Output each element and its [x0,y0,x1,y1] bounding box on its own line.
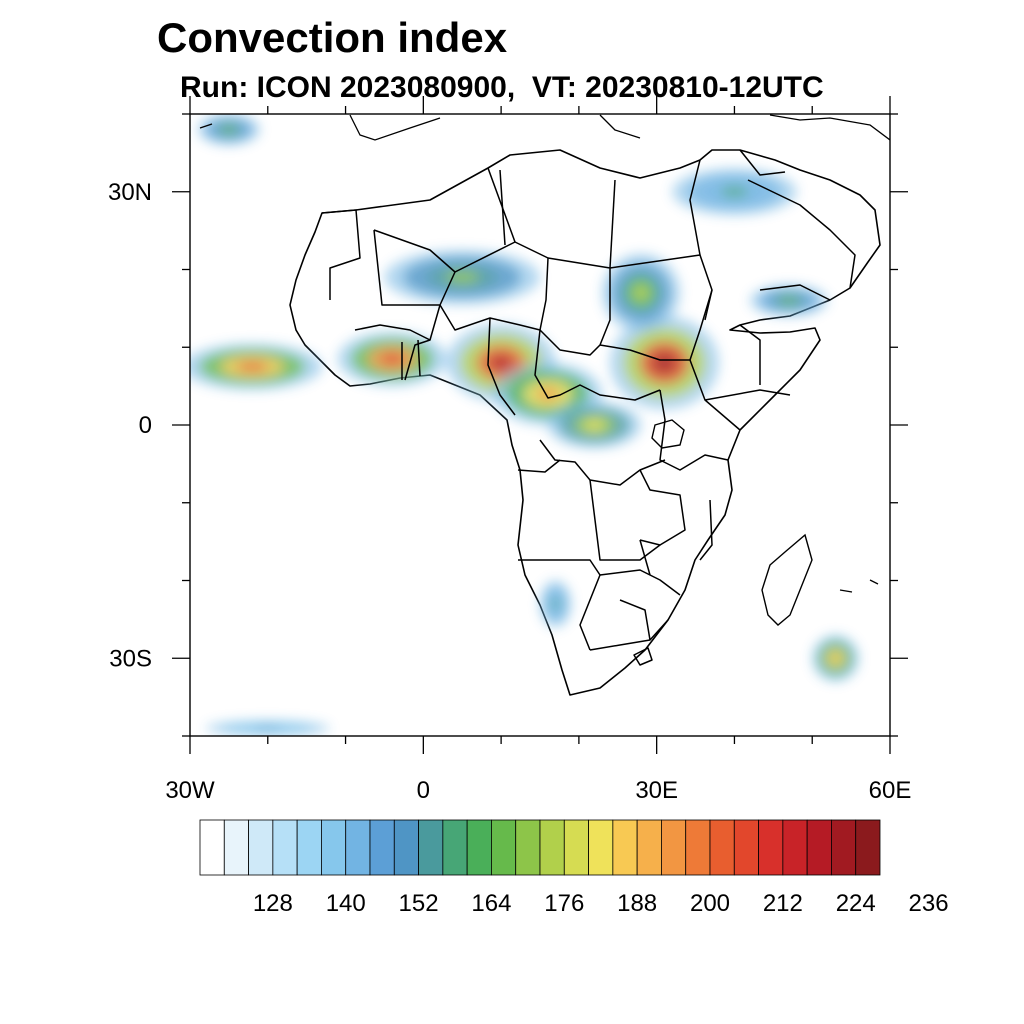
field-mediterranean-3 [720,186,749,197]
field-sudan-north-3 [632,284,650,302]
colorbar-swatch [733,819,759,876]
colorbar-tick-label: 164 [471,890,511,917]
colorbar-swatch [636,819,662,876]
field-namibia-3 [552,598,559,609]
colorbar-swatch [321,819,347,876]
field-south-sudan-ethiopia-3 [652,352,677,374]
colorbar-swatch [855,819,881,876]
colorbar-swatch [369,819,395,876]
colorbar-swatch [248,819,274,876]
colorbar-tick-label: 152 [399,890,439,917]
field-south-atlantic-3 [254,726,282,730]
colorbar-swatch [831,819,857,876]
colorbar: 128 140 152 164 176 188 200 212 224 236 [199,819,949,917]
colorbar-swatch [272,819,298,876]
colorbar-swatch [539,819,565,876]
colorbar-swatch [442,819,468,876]
field-arabia-3 [780,297,798,305]
colorbar-swatch [515,819,541,876]
colorbar-swatch [393,819,419,876]
colorbar-swatch [491,819,517,876]
colorbar-swatch [199,819,225,876]
colorbar-swatch [345,819,371,876]
colorbar-tick-label: 188 [617,890,657,917]
field-north-atlantic-3 [222,126,236,133]
coastline-fragments [199,114,890,593]
field-congo-basin-3 [584,419,605,431]
colorbar-swatch [758,819,784,876]
x-tick-label: 0 [417,777,430,804]
colorbar-tick-label: 236 [909,890,949,917]
colorbar-swatch [223,819,249,876]
convection-field [190,114,859,736]
colorbar-swatch [661,819,687,876]
colorbar-swatch [782,819,808,876]
colorbar-tick-label: 176 [544,890,584,917]
colorbar-tick-label: 200 [690,890,730,917]
colorbar-swatch [418,819,444,876]
x-tick-label: 30E [635,777,678,804]
country-borders [321,149,856,666]
colorbar-tick-label: 212 [763,890,803,917]
y-tick-label: 30S [109,645,152,672]
colorbar-tick-label: 140 [326,890,366,917]
x-tick-label: 60E [869,777,912,804]
y-tick-label: 30N [108,179,152,206]
colorbar-swatch [806,819,832,876]
map-ticks [172,96,908,754]
field-nigeria-chad-3 [489,354,514,372]
lake-victoria [651,419,685,449]
y-tick-label: 0 [139,412,152,439]
x-tick-label: 30W [165,777,215,804]
chart-title: Convection index [157,14,508,61]
field-west-africa-3 [380,352,405,365]
colorbar-tick-label: 224 [836,890,876,917]
colorbar-swatch [466,819,492,876]
colorbar-swatch [709,819,735,876]
colorbar-swatch [612,819,638,876]
field-itcz-atlantic-3 [236,361,268,372]
colorbar-swatch [296,819,322,876]
colorbar-tick-label: 128 [253,890,293,917]
field-madagascar-east-3 [830,653,841,664]
run-subtitle: Run: ICON 2023080900, VT: 20230810-12UTC [180,71,824,104]
map-tick-labels: 30W 0 30E 60E 30N 0 30S [108,179,911,804]
colorbar-swatch [685,819,711,876]
madagascar-coastline [761,533,813,626]
colorbar-swatch [588,819,614,876]
colorbar-swatch [563,819,589,876]
